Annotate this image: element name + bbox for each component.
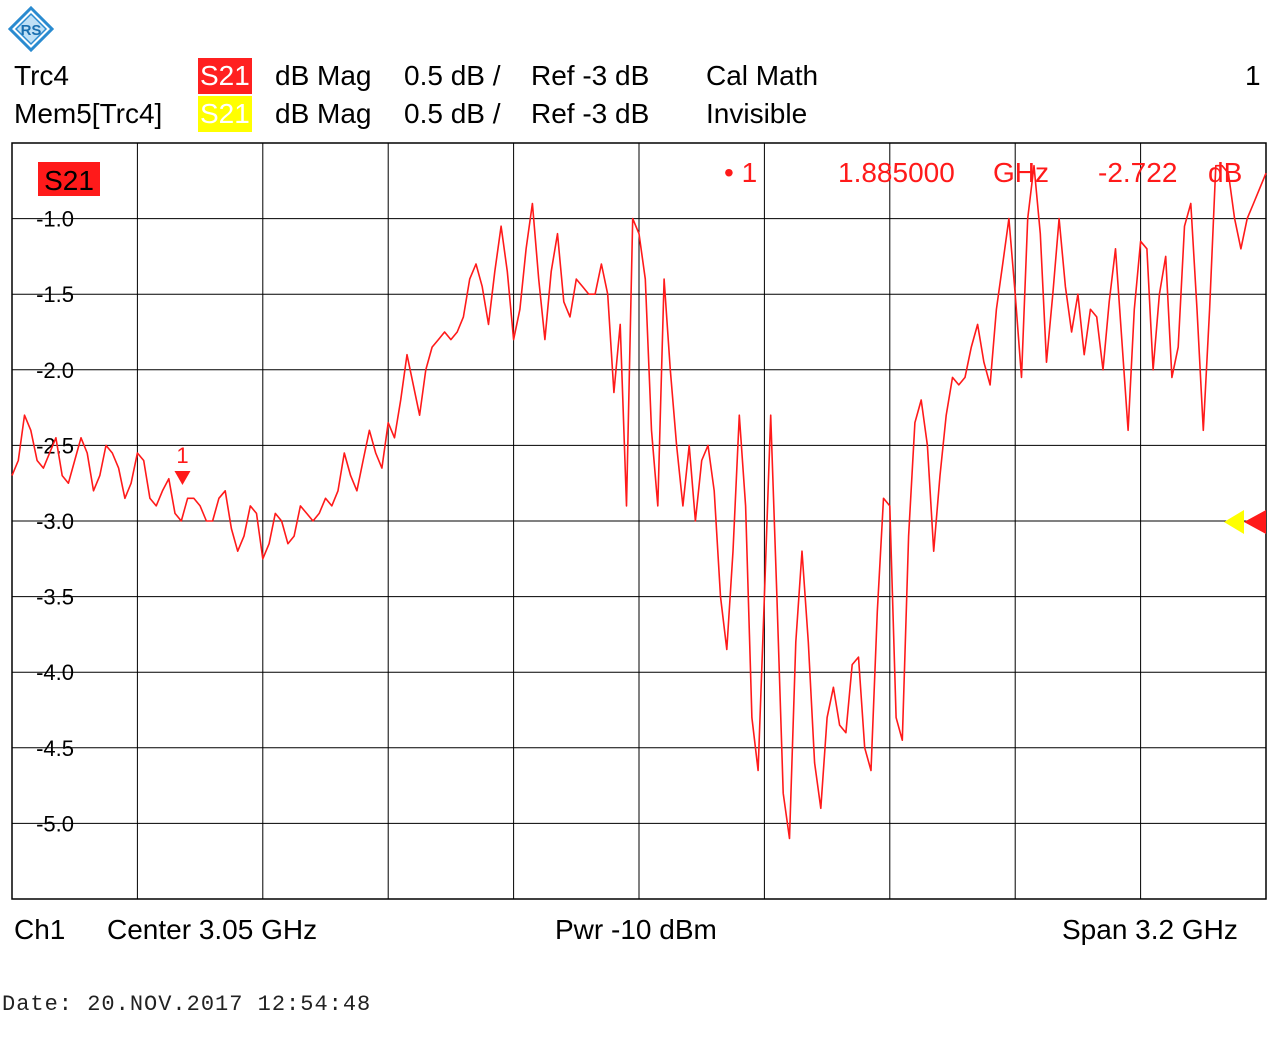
y-tick-label: -3.0 (36, 509, 74, 534)
s21-chart[interactable]: -1.0 -1.5 -2.0 -2.5 -3.0 -3.5 -4.0 -4.5 -5.0 S21… (0, 0, 1278, 910)
footer-center-frequency[interactable]: Center 3.05 GHz (107, 914, 318, 945)
trace-label-badge (38, 162, 100, 196)
timestamp: Date: 20.NOV.2017 12:54:48 (2, 992, 372, 1017)
footer-span[interactable]: Span 3.2 GHz (1062, 914, 1238, 945)
trace-line-trc4 (11, 164, 1267, 840)
trace-ref-arrow-icon[interactable] (1244, 510, 1266, 534)
trace-name-trc4[interactable]: Trc4 (14, 60, 69, 91)
trace-info: Cal Math (706, 60, 819, 91)
y-tick-label: -2.0 (36, 358, 74, 383)
marker-readout-label: • 1 (724, 157, 757, 188)
marker-readout-freq-unit: GHz (993, 157, 1049, 188)
marker-readout-frequency: 1.885000 (838, 157, 955, 188)
marker-1-label: 1 (176, 443, 188, 468)
y-tick-label: -3.5 (36, 585, 74, 610)
memory-info: Invisible (706, 98, 808, 129)
trace-scale[interactable]: 0.5 dB / (404, 60, 501, 91)
trace-format[interactable]: dB Mag (275, 60, 372, 91)
trace-ref[interactable]: Ref -3 dB (531, 60, 650, 91)
memory-format[interactable]: dB Mag (275, 98, 372, 129)
y-tick-label: -1.0 (36, 207, 74, 232)
memory-ref[interactable]: Ref -3 dB (531, 98, 650, 129)
y-tick-label: -4.5 (36, 736, 74, 761)
marker-1-icon (174, 470, 191, 485)
memory-scale[interactable]: 0.5 dB / (404, 98, 501, 129)
trace-name-mem5[interactable]: Mem5[Trc4] (14, 98, 163, 129)
footer-power[interactable]: Pwr -10 dBm (555, 914, 717, 945)
svg-text:RS: RS (21, 22, 42, 39)
y-tick-label: -2.5 (36, 433, 74, 458)
marker-readout-unit: dB (1208, 157, 1242, 188)
trace-label-text: S21 (44, 165, 94, 196)
y-tick-label: -1.5 (36, 282, 74, 307)
footer-channel: Ch1 (14, 914, 66, 945)
marker-readout-value: -2.722 (1098, 157, 1177, 188)
trace-param-badge-s21[interactable]: S21 (198, 58, 252, 94)
y-tick-label: -5.0 (36, 811, 74, 836)
y-tick-label: -4.0 (36, 660, 74, 685)
rohde-schwarz-logo-icon: RS (7, 5, 55, 53)
memory-ref-arrow-icon[interactable] (1224, 510, 1244, 534)
memory-param-badge-s21[interactable]: S21 (198, 96, 252, 132)
channel-number: 1 (1245, 60, 1261, 91)
